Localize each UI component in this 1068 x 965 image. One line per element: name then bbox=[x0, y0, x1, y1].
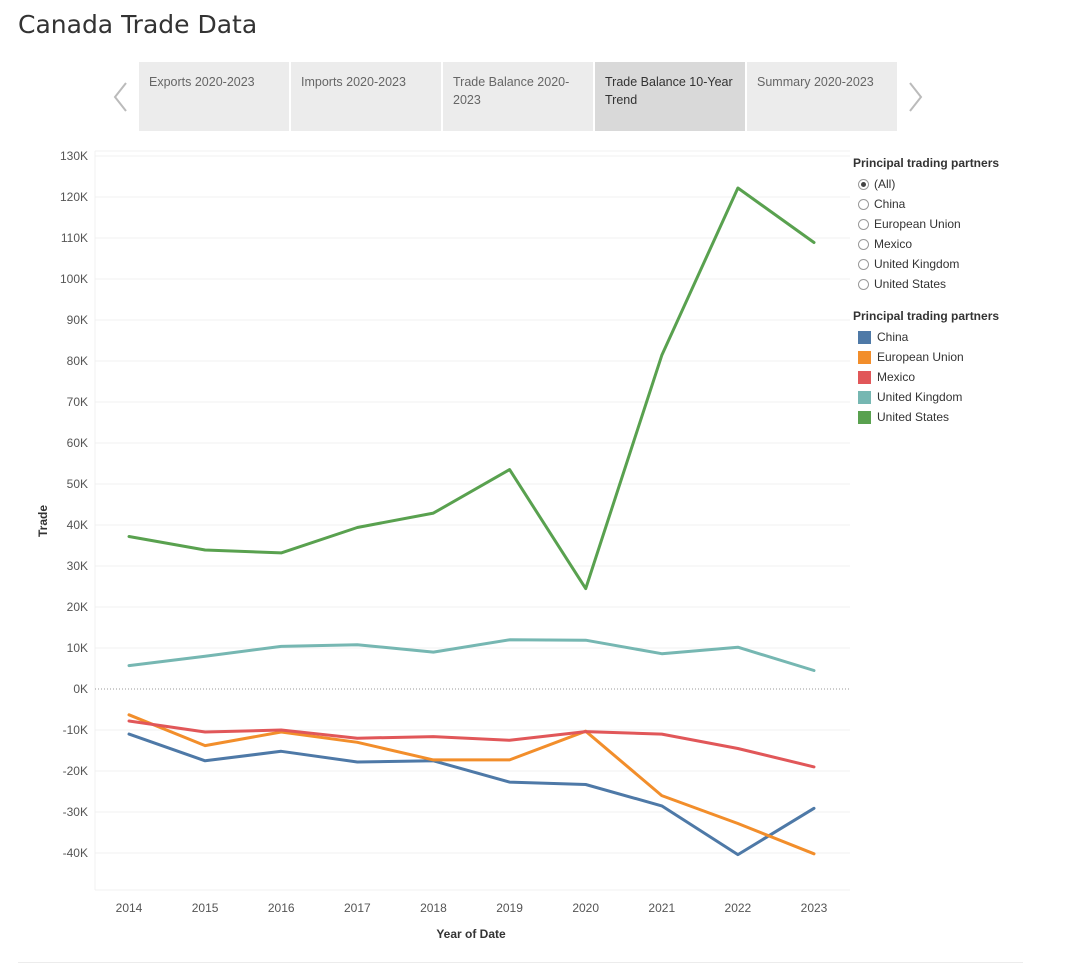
tab-summary[interactable]: Summary 2020-2023 bbox=[747, 62, 897, 131]
radio-button[interactable] bbox=[858, 218, 869, 230]
legend-title: Principal trading partners bbox=[853, 309, 1000, 323]
x-tick-label: 2019 bbox=[496, 901, 523, 915]
y-tick-label: 10K bbox=[67, 641, 88, 655]
series-line-united-states bbox=[127, 186, 816, 591]
legend-item[interactable]: European Union bbox=[853, 347, 999, 367]
radio-button[interactable] bbox=[858, 198, 869, 210]
partner-filter: Principal trading partners (All) China Eur… bbox=[853, 156, 999, 294]
legend-item[interactable]: United Kingdom bbox=[853, 387, 999, 407]
legend-label: Mexico bbox=[877, 370, 916, 384]
legend-item[interactable]: China bbox=[853, 327, 999, 347]
legend-swatch bbox=[858, 390, 871, 404]
radio-button[interactable] bbox=[858, 178, 869, 190]
radio-button[interactable] bbox=[858, 238, 869, 250]
filter-option[interactable]: European Union bbox=[853, 214, 999, 234]
page-title: Canada Trade Data bbox=[18, 10, 258, 39]
filter-option[interactable]: China bbox=[853, 194, 999, 214]
x-tick-label: 2016 bbox=[268, 901, 295, 915]
x-tick-label: 2021 bbox=[648, 901, 675, 915]
radio-button[interactable] bbox=[858, 258, 869, 270]
tab-label: Trade Balance 10-Year Trend bbox=[605, 75, 733, 107]
y-tick-label: 90K bbox=[67, 313, 88, 327]
y-tick-label: 70K bbox=[67, 395, 88, 409]
filter-option-label: China bbox=[874, 197, 906, 211]
tab-trade-balance[interactable]: Trade Balance 2020-2023 bbox=[443, 62, 593, 131]
story-tabs: Exports 2020-2023 Imports 2020-2023 Trad… bbox=[139, 62, 899, 131]
legend-label: United Kingdom bbox=[877, 390, 963, 404]
legend-label: European Union bbox=[877, 350, 964, 364]
filter-option-label: United Kingdom bbox=[874, 257, 960, 271]
filter-option[interactable]: Mexico bbox=[853, 234, 999, 254]
tab-label: Imports 2020-2023 bbox=[301, 75, 406, 89]
legend-swatch bbox=[858, 410, 871, 424]
filter-option[interactable]: (All) bbox=[853, 174, 999, 194]
legend-label: China bbox=[877, 330, 909, 344]
series-line-united-kingdom bbox=[127, 638, 816, 672]
y-tick-label: 0K bbox=[73, 682, 88, 696]
tab-label: Summary 2020-2023 bbox=[757, 75, 874, 89]
line-chart: 130K 120K 110K 100K 90K 80K 70K 60K 50K 40K 30K 20K… bbox=[36, 149, 850, 941]
filter-option-label: (All) bbox=[874, 177, 896, 191]
x-tick-label: 2022 bbox=[725, 901, 752, 915]
filter-option[interactable]: United Kingdom bbox=[853, 254, 999, 274]
legend-swatch bbox=[858, 330, 871, 344]
filter-option[interactable]: United States bbox=[853, 274, 999, 294]
y-tick-label: 110K bbox=[61, 231, 88, 245]
chevron-left-icon[interactable] bbox=[111, 80, 131, 114]
y-tick-label: 100K bbox=[60, 272, 88, 286]
legend-item[interactable]: United States bbox=[853, 407, 999, 427]
y-tick-label: 40K bbox=[67, 518, 88, 532]
x-tick-label: 2020 bbox=[572, 901, 599, 915]
radio-button[interactable] bbox=[858, 278, 869, 290]
series-line-china bbox=[127, 732, 816, 857]
filter-option-label: United States bbox=[874, 277, 947, 291]
color-legend: Principal trading partners China European… bbox=[853, 309, 999, 427]
tab-imports[interactable]: Imports 2020-2023 bbox=[291, 62, 441, 131]
legend-swatch bbox=[858, 370, 871, 384]
filter-option-label: Mexico bbox=[874, 237, 913, 251]
series-line-mexico bbox=[127, 719, 816, 769]
y-tick-label: 30K bbox=[67, 559, 88, 573]
x-tick-label: 2015 bbox=[192, 901, 219, 915]
y-tick-label: -20K bbox=[63, 764, 88, 778]
legend-item[interactable]: Mexico bbox=[853, 367, 999, 387]
series-line-european-union bbox=[127, 713, 816, 856]
legend-swatch bbox=[858, 350, 871, 364]
filter-title: Principal trading partners bbox=[853, 156, 1000, 170]
x-tick-label: 2014 bbox=[116, 901, 143, 915]
tab-label: Trade Balance 2020-2023 bbox=[453, 75, 570, 107]
y-tick-label: 50K bbox=[67, 477, 88, 491]
y-tick-label: 120K bbox=[60, 190, 88, 204]
y-tick-label: -30K bbox=[63, 805, 88, 819]
x-axis-title: Year of Date bbox=[436, 927, 506, 941]
y-tick-label: 20K bbox=[67, 600, 88, 614]
chevron-right-icon[interactable] bbox=[905, 80, 925, 114]
y-tick-label: 130K bbox=[60, 149, 88, 163]
x-tick-label: 2018 bbox=[420, 901, 447, 915]
y-tick-label: 80K bbox=[67, 354, 88, 368]
x-tick-label: 2023 bbox=[801, 901, 828, 915]
x-tick-label: 2017 bbox=[344, 901, 371, 915]
legend-label: United States bbox=[877, 410, 950, 424]
y-tick-label: -10K bbox=[63, 723, 88, 737]
y-tick-label: -40K bbox=[63, 846, 88, 860]
divider bbox=[18, 962, 1023, 963]
y-tick-label: 60K bbox=[67, 436, 88, 450]
filter-option-label: European Union bbox=[874, 217, 961, 231]
tab-exports[interactable]: Exports 2020-2023 bbox=[139, 62, 289, 131]
y-axis-title: Trade bbox=[36, 505, 50, 537]
tab-label: Exports 2020-2023 bbox=[149, 75, 255, 89]
tab-trade-balance-trend[interactable]: Trade Balance 10-Year Trend bbox=[595, 62, 745, 131]
